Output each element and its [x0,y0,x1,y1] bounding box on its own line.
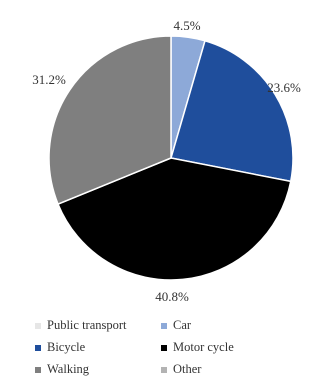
data-label-motor-cycle: 40.8% [155,289,189,304]
data-label-bicycle: 23.6% [267,80,301,95]
pie-slice-walking [48,35,172,206]
pie-slice-bicycle [170,39,294,183]
legend-swatch-bicycle [35,345,41,351]
legend-label-public-transport: Public transport [47,318,127,332]
legend-item-other: Other [161,362,202,376]
legend-swatch-other [161,367,167,373]
legend-label-bicycle: Bicycle [47,340,86,354]
legend-swatch-walking [35,367,41,373]
legend: Public transport Car Bicycle Motor cycle Wal… [35,318,234,376]
legend-label-motor-cycle: Motor cycle [173,340,234,354]
legend-label-walking: Walking [47,362,90,376]
legend-label-car: Car [173,318,192,332]
legend-swatch-motor-cycle [161,345,167,351]
pie-slice-motor-cycle [57,157,292,281]
legend-swatch-public-transport [35,323,41,329]
data-label-walking: 31.2% [32,72,66,87]
slice-labels: 4.5% 23.6% 40.8% 31.2% [32,18,301,304]
pie-slices [48,35,294,281]
legend-item-public-transport: Public transport [35,318,127,332]
legend-item-bicycle: Bicycle [35,340,86,354]
legend-item-motor-cycle: Motor cycle [161,340,234,354]
legend-item-walking: Walking [35,362,90,376]
legend-item-car: Car [161,318,192,332]
legend-label-other: Other [173,362,202,376]
data-label-car: 4.5% [173,18,200,33]
legend-swatch-car [161,323,167,329]
